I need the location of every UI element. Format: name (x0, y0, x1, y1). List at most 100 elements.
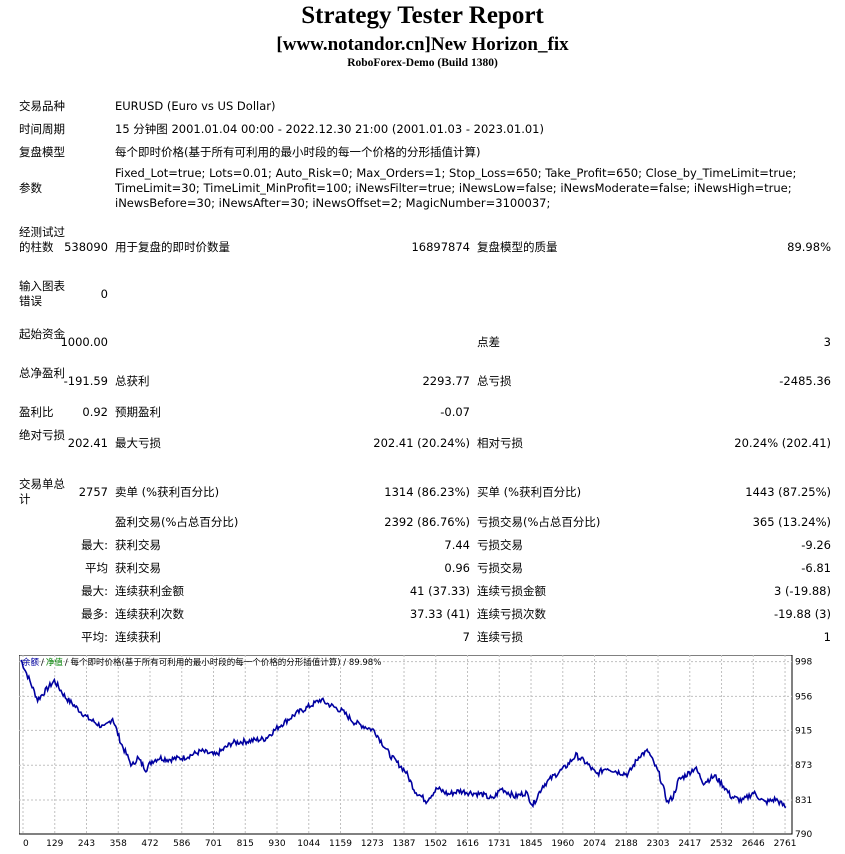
x-tick-label: 1273 (361, 839, 384, 849)
gross-profit-label: 总获利 (115, 374, 150, 388)
y-tick-label: 790 (795, 830, 812, 840)
y-tick-label: 956 (795, 692, 812, 702)
x-tick-label: 472 (141, 839, 158, 849)
avg-consecutive-losses-label: 连续亏损 (477, 630, 523, 644)
x-tick-label: 815 (237, 839, 254, 849)
bars-label: 经测试过的柱数 (19, 225, 65, 254)
x-tick-label: 930 (268, 839, 285, 849)
deposit-value: 1000.00 (60, 335, 108, 349)
y-tick-label: 915 (795, 726, 812, 736)
x-tick-label: 1731 (488, 839, 511, 849)
spread-label: 点差 (477, 335, 500, 349)
x-tick-label: 0 (23, 839, 29, 849)
x-tick-label: 129 (46, 839, 63, 849)
grid-layer (19, 655, 792, 834)
y-tick-layer: 998 956 915 873 831 790 (795, 658, 812, 840)
legend-balance: 余额 (22, 657, 40, 668)
total-trades-value: 2757 (78, 485, 108, 499)
loss-trades-value: 365 (13.24%) (752, 515, 831, 529)
x-tick-label: 586 (173, 839, 190, 849)
legend-rest: / 每个即时价格(基于所有可利用的最小时段的每一个价格的分形插值计算) / 89… (65, 657, 381, 668)
y-tick-label: 831 (795, 796, 812, 806)
model-label: 复盘模型 (19, 145, 65, 159)
params-line-2: TimeLimit=30; TimeLimit_MinProfit=100; i… (115, 181, 792, 195)
x-tick-label: 2532 (710, 839, 733, 849)
profit-trades-label: 盈利交易(%占总百分比) (115, 515, 239, 529)
model-value: 每个即时价格(基于所有可利用的最小时段的每一个价格的分形插值计算) (115, 145, 481, 159)
most-consecutive-loss-value: -19.88 (3) (773, 607, 831, 621)
params-label: 参数 (19, 181, 42, 195)
largest-loss-label: 亏损交易 (477, 538, 523, 552)
x-tick-label: 1960 (551, 839, 574, 849)
bars-value: 538090 (64, 240, 108, 254)
period-label: 时间周期 (19, 122, 65, 136)
quality-value: 89.98% (787, 240, 831, 254)
short-positions-label: 卖单 (%获利百分比) (115, 485, 220, 499)
most-consecutive-profit-value: 37.33 (41) (409, 607, 470, 621)
x-tick-label: 2188 (615, 839, 638, 849)
most-consecutive-profit-label: 连续获利次数 (115, 607, 184, 621)
gross-loss-label: 总亏损 (477, 374, 512, 388)
max-consecutive-wins-value: 41 (37.33) (409, 584, 470, 598)
quality-label: 复盘模型的质量 (477, 240, 558, 254)
largest-prefix: 最大: (81, 538, 108, 552)
largest-profit-value: 7.44 (444, 538, 470, 552)
period-value: 15 分钟图 2001.01.04 00:00 - 2022.12.30 21:… (115, 122, 544, 136)
chart-legend: 余额 / 净值 / 每个即时价格(基于所有可利用的最小时段的每一个价格的分形插值计算)… (22, 657, 381, 668)
params-line-3: iNewsBefore=30; iNewsAfter=30; iNewsOffs… (115, 196, 551, 210)
spread-value: 3 (823, 335, 831, 349)
y-tick-label: 873 (795, 761, 812, 771)
avg-consecutive-losses-value: 1 (823, 630, 831, 644)
balance-chart-svg: 998 956 915 873 831 790 0 129 243 358 472 586 701 81… (19, 655, 812, 849)
abs-drawdown-value: 202.41 (67, 436, 108, 450)
x-tick-label: 1044 (297, 839, 320, 849)
short-positions-value: 1314 (86.23%) (384, 485, 470, 499)
loss-trades-label: 亏损交易(%占总百分比) (477, 515, 601, 529)
profit-factor-value: 0.92 (82, 405, 108, 419)
report-title: Strategy Tester Report (301, 2, 544, 29)
x-tick-layer: 0 129 243 358 472 586 701 815 930 1044 1159 1273 138… (23, 839, 796, 849)
gross-loss-value: -2485.36 (779, 374, 831, 388)
gross-profit-value: 2293.77 (422, 374, 470, 388)
deposit-label: 起始资金 (19, 327, 65, 341)
net-profit-value: -191.59 (63, 374, 108, 388)
x-tick-label: 1502 (424, 839, 447, 849)
largest-profit-label: 获利交易 (115, 538, 161, 552)
avg-loss-label: 亏损交易 (477, 561, 523, 575)
profit-factor-label: 盈利比 (19, 405, 54, 419)
report-subtitle: [www.notandor.cn]New Horizon_fix (276, 34, 569, 55)
legend-separator: / (41, 658, 44, 668)
y-tick-label: 998 (795, 658, 812, 668)
avg-profit-label: 获利交易 (115, 561, 161, 575)
x-tick-label: 701 (205, 839, 222, 849)
most-consecutive-loss-label: 连续亏损次数 (477, 607, 546, 621)
max-consecutive-losses-label: 连续亏损金额 (477, 584, 546, 598)
payoff-label: 预期盈利 (115, 405, 161, 419)
server-name: RoboForex-Demo (Build 1380) (347, 57, 498, 69)
x-tick-label: 1387 (393, 839, 416, 849)
net-profit-label: 总净盈利 (19, 366, 65, 380)
legend-equity: 净值 (46, 657, 64, 668)
x-tick-label: 1845 (520, 839, 543, 849)
avg-profit-value: 0.96 (444, 561, 470, 575)
x-tick-label: 2646 (742, 839, 765, 849)
long-positions-label: 买单 (%获利百分比) (477, 485, 582, 499)
ticks-value: 16897874 (411, 240, 470, 254)
x-tick-label: 2761 (774, 839, 797, 849)
average-prefix: 平均 (85, 561, 108, 575)
most-consecutive-prefix: 最多: (81, 607, 108, 621)
largest-loss-value: -9.26 (801, 538, 831, 552)
x-tick-label: 243 (78, 839, 95, 849)
avg-consecutive-wins-value: 7 (462, 630, 470, 644)
ticks-label: 用于复盘的即时价数量 (115, 240, 230, 254)
long-positions-value: 1443 (87.25%) (745, 485, 831, 499)
abs-drawdown-label: 绝对亏损 (19, 428, 65, 442)
total-trades-label: 交易单总计 (19, 477, 65, 506)
mismatch-label: 输入图表错误 (19, 279, 65, 308)
max-drawdown-label: 最大亏损 (115, 436, 161, 450)
balance-chart: 998 956 915 873 831 790 0 129 243 358 472 586 701 81… (19, 655, 843, 854)
x-tick-label: 2074 (583, 839, 606, 849)
params-line-1: Fixed_Lot=true; Lots=0.01; Auto_Risk=0; … (115, 166, 797, 180)
payoff-value: -0.07 (440, 405, 470, 419)
max-consecutive-prefix: 最大: (81, 584, 108, 598)
